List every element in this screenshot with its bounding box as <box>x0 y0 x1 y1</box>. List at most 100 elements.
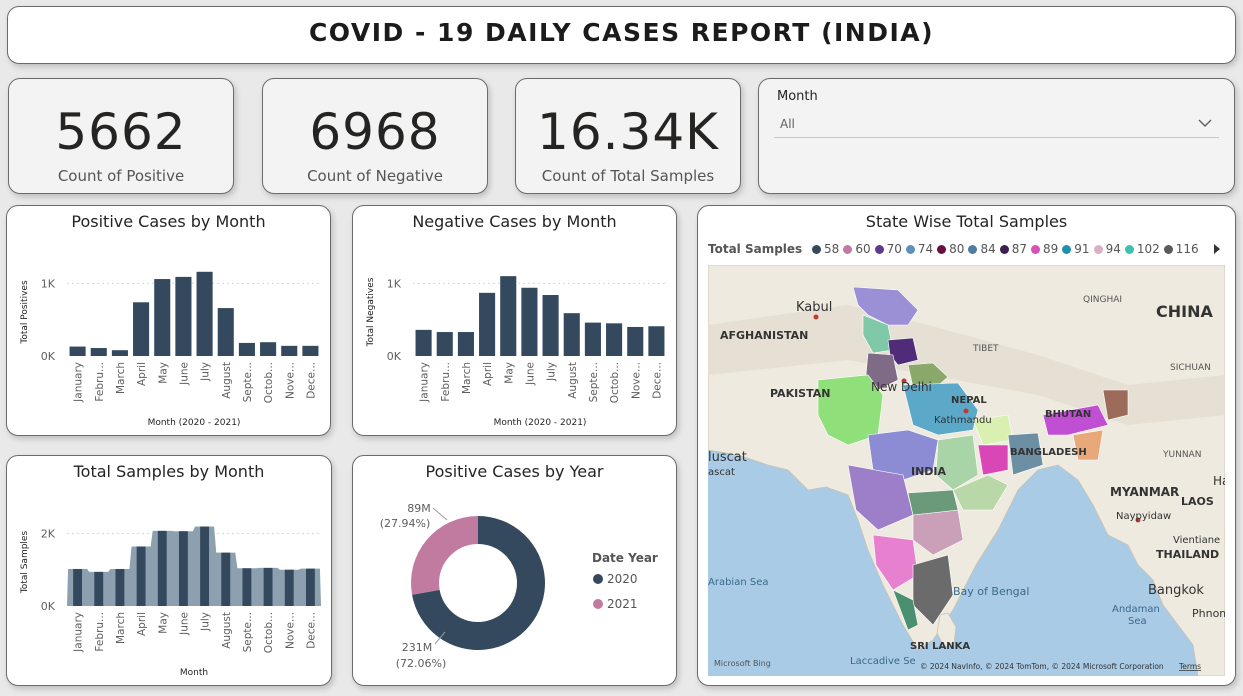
bar[interactable] <box>542 295 559 356</box>
chevron-down-icon[interactable] <box>1195 113 1215 133</box>
x-tick-label: May <box>157 362 169 384</box>
bar[interactable] <box>457 332 474 356</box>
bar[interactable] <box>606 323 623 356</box>
map-legend-item[interactable]: 74 <box>905 242 933 256</box>
legend-title: Date Year <box>592 551 658 565</box>
map-label: PAKISTAN <box>770 387 830 400</box>
bar[interactable] <box>648 326 665 356</box>
map-legend-item[interactable]: 58 <box>812 242 839 256</box>
legend-marker[interactable] <box>593 574 603 584</box>
bar[interactable] <box>217 308 234 356</box>
bar[interactable] <box>479 292 496 356</box>
slice-value-label: 231M <box>402 641 433 654</box>
state-region <box>902 382 979 436</box>
state-region <box>977 444 1009 476</box>
map-legend: Total Samples 58 60 70 74 80 84 87 89 91 94 102 116 <box>708 242 1228 260</box>
kpi-label-positive: Count of Positive <box>57 167 185 185</box>
map-legend-item[interactable]: 102 <box>1124 242 1160 256</box>
month-dropdown[interactable]: All <box>774 111 1219 138</box>
kpi-card-negative[interactable]: 6968 Count of Negative <box>262 78 488 194</box>
legend-label[interactable]: 2021 <box>607 597 638 611</box>
bar[interactable] <box>260 342 277 356</box>
bar[interactable] <box>175 276 192 356</box>
x-tick-label: May <box>503 362 515 384</box>
bar[interactable] <box>200 526 210 606</box>
state-region <box>952 474 1009 511</box>
x-tick-label: January <box>419 362 431 403</box>
legend-label[interactable]: 2020 <box>607 572 638 586</box>
bar[interactable] <box>111 350 128 356</box>
bar[interactable] <box>521 287 538 356</box>
map-legend-item[interactable]: 116 <box>1163 242 1199 256</box>
legend-value: 87 <box>1011 242 1027 256</box>
map-terms-link[interactable]: Terms <box>1178 662 1201 671</box>
x-tick-label: March <box>115 612 127 644</box>
bar[interactable] <box>115 568 125 606</box>
x-tick-label: Septe... <box>242 362 254 402</box>
bar[interactable] <box>69 346 86 356</box>
positive-by-year-chart[interactable]: Positive Cases by Year 231M (72.06%) 89M (2… <box>352 455 677 686</box>
legend-marker[interactable] <box>593 599 603 609</box>
kpi-card-total-samples[interactable]: 16.34K Count of Total Samples <box>515 78 741 194</box>
bar[interactable] <box>305 568 315 606</box>
positive-cases-chart[interactable]: Positive Cases by Month 0K 1K Total Positi… <box>6 205 331 436</box>
month-slicer-card: Month All <box>758 78 1235 194</box>
bar[interactable] <box>154 279 171 356</box>
bar[interactable] <box>263 567 273 606</box>
legend-dot-icon <box>1031 245 1040 254</box>
bar[interactable] <box>221 552 231 606</box>
kpi-card-positive[interactable]: 5662 Count of Positive <box>8 78 234 194</box>
x-axis-label: Month <box>180 668 208 678</box>
negative-cases-chart[interactable]: Negative Cases by Month 0K 1K Total Negati… <box>352 205 677 436</box>
total-samples-chart[interactable]: Total Samples by Month 0K 2K Total Samples… <box>6 455 332 686</box>
bar[interactable] <box>242 568 252 606</box>
bar[interactable] <box>302 345 319 356</box>
x-tick-label: June <box>178 362 190 386</box>
bar[interactable] <box>627 326 644 356</box>
donut-slice[interactable] <box>411 516 478 595</box>
map-legend-item[interactable]: 87 <box>999 242 1027 256</box>
map-label: BHUTAN <box>1045 409 1091 420</box>
x-tick-label: Septe... <box>242 612 254 652</box>
y-tick-label: 0K <box>41 600 56 613</box>
donut-slice[interactable] <box>412 516 545 650</box>
bar[interactable] <box>136 546 146 606</box>
bar[interactable] <box>584 322 601 356</box>
bar[interactable] <box>178 531 188 606</box>
month-dropdown-value: All <box>780 117 795 131</box>
bar[interactable] <box>281 345 298 356</box>
bar[interactable] <box>563 313 580 356</box>
x-tick-label: June <box>178 612 190 636</box>
kpi-value-positive: 5662 <box>55 103 187 161</box>
x-tick-label: March <box>115 362 127 394</box>
bar[interactable] <box>284 569 294 606</box>
y-axis-label: Total Samples <box>20 531 30 595</box>
bar[interactable] <box>196 271 213 356</box>
map-legend-item[interactable]: 91 <box>1062 242 1090 256</box>
bar[interactable] <box>94 571 104 606</box>
bar[interactable] <box>436 332 453 356</box>
bar[interactable] <box>238 342 255 356</box>
legend-next-arrow-icon[interactable] <box>1212 244 1222 254</box>
map-legend-item[interactable]: 60 <box>843 242 871 256</box>
map-legend-item[interactable]: 89 <box>1031 242 1058 256</box>
x-tick-label: Octob... <box>263 612 275 653</box>
bar[interactable] <box>133 302 150 356</box>
chart-title: Positive Cases by Year <box>425 462 604 481</box>
x-tick-label: Nove... <box>284 612 296 649</box>
map-legend-item[interactable]: 84 <box>968 242 996 256</box>
map-legend-item[interactable]: 94 <box>1093 242 1121 256</box>
bar[interactable] <box>73 568 83 606</box>
bar[interactable] <box>500 276 517 356</box>
y-tick-label: 2K <box>41 527 56 540</box>
legend-dot-icon <box>1093 245 1103 254</box>
kpi-label-total-samples: Count of Total Samples <box>541 167 715 185</box>
map-canvas[interactable]: Kabul AFGHANISTAN QINGHAI CHINA TIBET SI… <box>708 265 1225 676</box>
legend-dot-icon <box>968 245 978 254</box>
map-legend-item[interactable]: 70 <box>874 242 902 256</box>
bar[interactable] <box>90 348 107 356</box>
bar[interactable] <box>157 530 167 606</box>
state-map-card[interactable]: State Wise Total Samples Total Samples 5… <box>697 205 1236 686</box>
bar[interactable] <box>415 329 432 356</box>
map-legend-item[interactable]: 80 <box>937 242 964 256</box>
